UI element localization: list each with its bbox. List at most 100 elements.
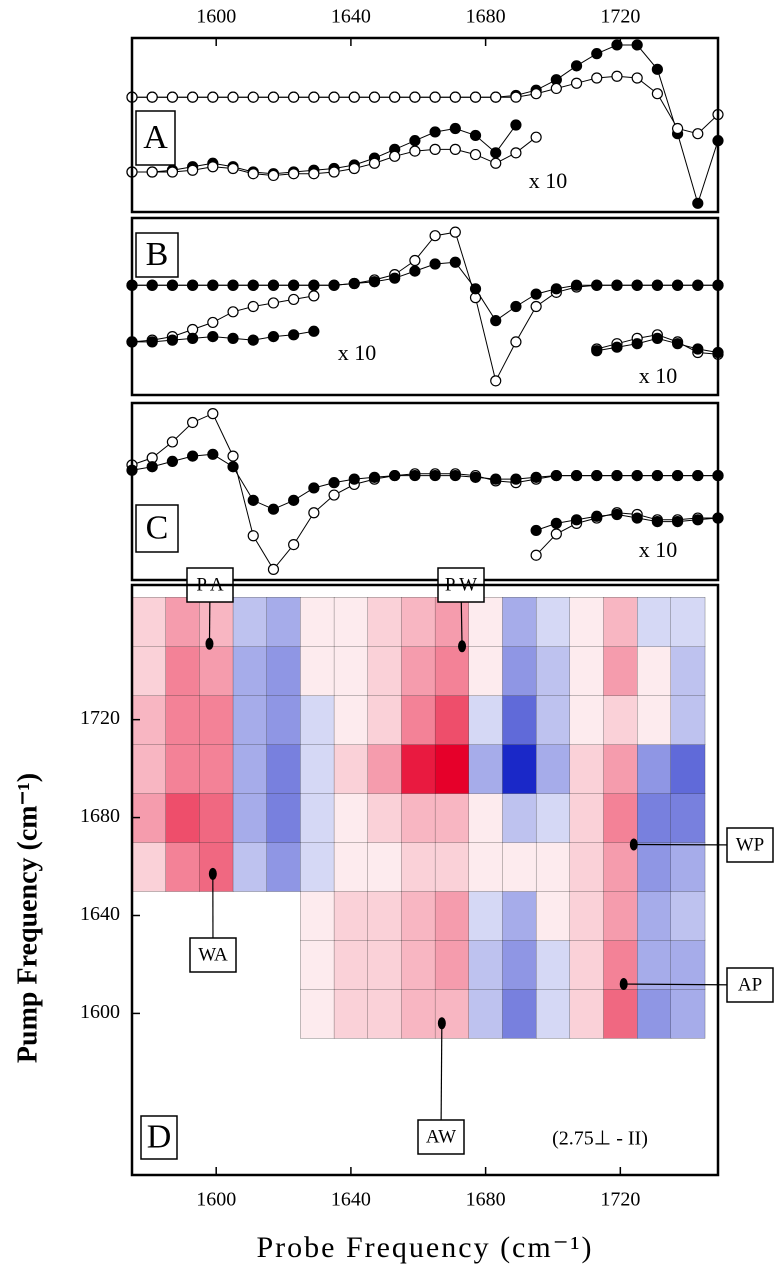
filled-dot xyxy=(631,469,643,482)
contour-cell xyxy=(569,890,605,941)
contour-cell xyxy=(367,646,403,696)
contour-cell xyxy=(569,939,605,990)
contour-cell xyxy=(367,743,403,794)
contour-cell xyxy=(333,646,369,696)
filled-dot xyxy=(389,469,401,482)
open-dot xyxy=(227,306,239,318)
filled-dot xyxy=(671,469,684,482)
open-dot xyxy=(288,293,300,306)
contour-cell xyxy=(502,792,537,843)
open-dot xyxy=(530,549,542,561)
open-dot xyxy=(328,91,340,103)
filled-dot xyxy=(429,126,441,138)
open-dot xyxy=(490,91,502,103)
contour-cell xyxy=(569,695,605,745)
filled-dot xyxy=(348,277,360,290)
annotation-dot xyxy=(619,978,628,991)
filled-dot xyxy=(591,469,603,482)
panel-frame xyxy=(130,401,720,582)
open-dot xyxy=(308,290,320,302)
contour-cell xyxy=(266,646,302,696)
contour-cell xyxy=(468,939,504,990)
panel-frame xyxy=(130,36,720,214)
annotation-label: AP xyxy=(738,974,762,995)
contour-cell xyxy=(535,695,571,745)
contour-cell xyxy=(333,792,369,843)
annotation-leader xyxy=(440,1023,443,1138)
contour-cell xyxy=(333,939,369,990)
open-dot xyxy=(530,88,542,100)
contour-cell xyxy=(434,743,470,794)
filled-dot xyxy=(469,283,482,295)
open-dot xyxy=(267,91,280,103)
contour-cell xyxy=(535,646,571,696)
open-dot xyxy=(187,416,199,429)
contour-cell xyxy=(367,792,403,843)
trace-line xyxy=(131,412,718,571)
contour-cell xyxy=(502,939,537,990)
contour-cell xyxy=(401,792,436,843)
filled-dot xyxy=(570,469,583,482)
filled-dot xyxy=(469,471,482,483)
annotation-label: WP xyxy=(736,834,765,855)
filled-dot xyxy=(247,334,259,346)
contour-cell xyxy=(132,646,167,696)
open-dot xyxy=(267,169,280,182)
open-dot xyxy=(651,88,663,100)
contour-cell xyxy=(502,646,537,696)
contour-cell xyxy=(569,988,605,1039)
annotation-box xyxy=(726,967,774,1003)
x-tick-label: 1600 xyxy=(196,6,236,28)
filled-dot xyxy=(490,147,502,159)
filled-dot xyxy=(550,283,562,295)
open-dot xyxy=(328,166,340,178)
filled-dot xyxy=(611,341,623,353)
filled-dot xyxy=(308,279,320,291)
contour-cell xyxy=(670,743,706,794)
contour-cell xyxy=(670,890,706,941)
contour-cell xyxy=(434,792,470,843)
contour-cell xyxy=(468,988,504,1039)
contour-cell xyxy=(569,743,605,794)
x-tick-label: 1640 xyxy=(331,6,371,28)
contour-cell xyxy=(199,695,234,745)
filled-dot xyxy=(328,477,340,489)
filled-dot xyxy=(227,332,239,344)
filled-dot xyxy=(267,503,280,515)
filled-dot xyxy=(409,135,421,147)
contour-cell xyxy=(603,792,638,843)
open-dot xyxy=(187,164,199,176)
contour-cell xyxy=(300,939,335,990)
contour-cell xyxy=(569,646,605,696)
open-dot xyxy=(227,162,239,175)
filled-dot xyxy=(490,473,502,485)
contour-cell xyxy=(603,841,638,892)
open-dot xyxy=(288,168,300,180)
contour-cell xyxy=(434,841,470,892)
x-tick-label: 1720 xyxy=(600,6,640,28)
trace-line xyxy=(132,44,719,206)
open-dot xyxy=(247,530,259,542)
annotation-dot xyxy=(629,838,638,851)
filled-dot xyxy=(651,332,663,344)
filled-dot xyxy=(247,279,259,291)
filled-dot xyxy=(389,272,401,284)
contour-cell xyxy=(569,792,605,843)
filled-dot xyxy=(207,330,219,343)
filled-dot xyxy=(288,494,300,506)
open-dot xyxy=(187,91,199,103)
open-dot xyxy=(449,226,461,238)
contour-cell xyxy=(535,743,571,794)
contour-cell xyxy=(502,695,537,745)
filled-dot xyxy=(409,265,421,277)
open-dot xyxy=(429,143,441,155)
open-dot xyxy=(166,166,179,178)
condition-label: (2.75⊥ - II) xyxy=(552,1128,648,1150)
open-dot xyxy=(510,91,522,103)
contour-cell xyxy=(468,695,504,745)
y-tick-label: 1640 xyxy=(80,903,120,925)
scale-note: x 10 xyxy=(639,363,678,388)
contour-cell xyxy=(535,939,571,990)
contour-cell xyxy=(232,743,268,794)
